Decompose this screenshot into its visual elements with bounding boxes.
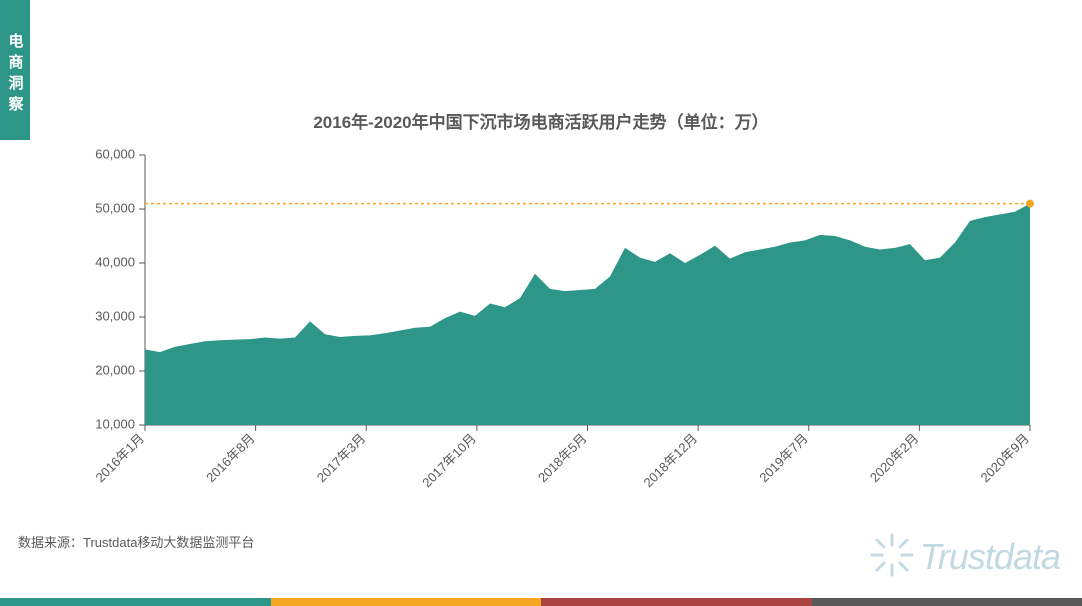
svg-text:20,000: 20,000 bbox=[95, 362, 135, 377]
svg-text:2016年8月: 2016年8月 bbox=[203, 431, 258, 486]
svg-text:60,000: 60,000 bbox=[95, 146, 135, 161]
svg-text:2018年5月: 2018年5月 bbox=[535, 431, 590, 486]
svg-text:2019年7月: 2019年7月 bbox=[756, 431, 811, 486]
svg-text:2017年10月: 2017年10月 bbox=[419, 431, 479, 491]
area-chart: 10,00020,00030,00040,00050,00060,0002016… bbox=[80, 145, 1040, 445]
svg-text:30,000: 30,000 bbox=[95, 308, 135, 323]
svg-text:2020年9月: 2020年9月 bbox=[978, 431, 1033, 486]
data-source-note: 数据来源：Trustdata移动大数据监测平台 bbox=[18, 532, 254, 551]
chart-title: 2016年-2020年中国下沉市场电商活跃用户走势（单位：万） bbox=[0, 108, 1082, 133]
svg-text:2018年12月: 2018年12月 bbox=[641, 431, 701, 491]
watermark-logo: Trustdata bbox=[870, 533, 1060, 586]
svg-text:2020年2月: 2020年2月 bbox=[867, 431, 922, 486]
watermark-text: Trustdata bbox=[920, 536, 1060, 577]
svg-text:50,000: 50,000 bbox=[95, 200, 135, 215]
svg-text:10,000: 10,000 bbox=[95, 416, 135, 431]
svg-text:2016年1月: 2016年1月 bbox=[93, 431, 148, 486]
footer-accent-bars bbox=[0, 598, 1082, 606]
svg-text:2017年3月: 2017年3月 bbox=[314, 431, 369, 486]
svg-text:40,000: 40,000 bbox=[95, 254, 135, 269]
